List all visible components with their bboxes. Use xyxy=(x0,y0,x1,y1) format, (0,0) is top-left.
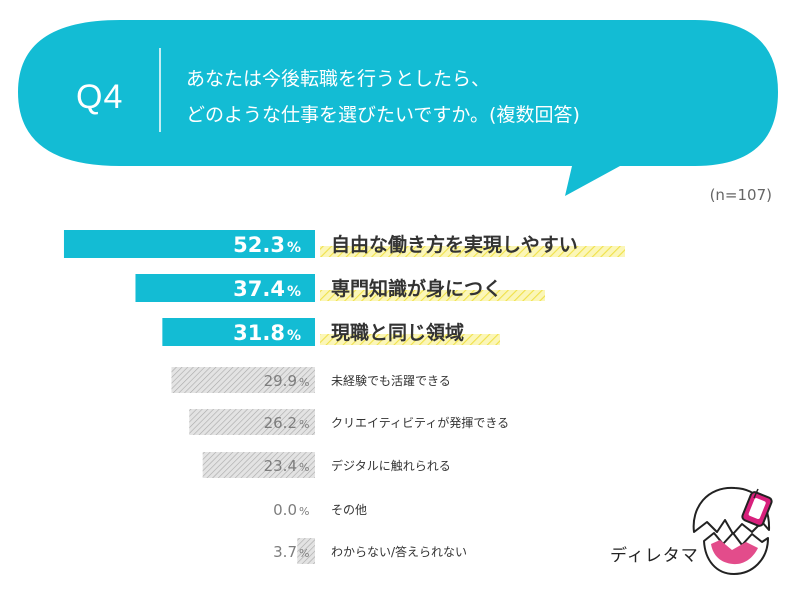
value-label-8: 3.7 xyxy=(273,543,297,561)
category-label-7: その他 xyxy=(331,503,367,517)
category-label-6: デジタルに触れられる xyxy=(331,458,451,473)
label-highlight-3 xyxy=(320,334,500,345)
category-label-8: わからない/答えられない xyxy=(331,544,467,559)
value-label-1: 52.3 xyxy=(233,233,285,257)
question-text-line1: あなたは今後転職を行うとしたら、 xyxy=(186,68,491,90)
sample-size: (n=107) xyxy=(709,186,772,204)
question-text-line2: どのような仕事を選びたいですか。(複数回答) xyxy=(186,104,580,126)
bar-8 xyxy=(297,538,315,564)
bar-3 xyxy=(162,318,315,346)
percent-sign-1: % xyxy=(287,240,301,256)
question-number: Q4 xyxy=(76,78,124,116)
bar-2 xyxy=(135,274,315,302)
egg-mascot-icon xyxy=(692,486,773,575)
bar-1 xyxy=(63,230,316,258)
value-label-6: 23.4 xyxy=(264,457,297,475)
category-label-3: 現職と同じ領域 xyxy=(331,321,464,344)
value-label-7: 0.0 xyxy=(273,501,297,519)
category-label-5: クリエイティビティが発揮できる xyxy=(331,415,509,430)
category-label-1: 自由な働き方を実現しやすい xyxy=(331,233,578,256)
value-label-2: 37.4 xyxy=(233,277,285,301)
bar-4 xyxy=(171,367,315,393)
percent-sign-3: % xyxy=(287,328,301,344)
bar-6 xyxy=(202,452,315,478)
label-highlight-1 xyxy=(320,246,625,257)
value-label-3: 31.8 xyxy=(233,321,285,345)
percent-sign-8: % xyxy=(299,547,309,560)
category-label-2: 専門知識が身につく xyxy=(331,277,502,300)
value-label-5: 26.2 xyxy=(264,414,297,432)
category-label-4: 未経験でも活躍できる xyxy=(331,373,451,388)
percent-sign-4: % xyxy=(299,376,309,389)
label-highlight-2 xyxy=(320,290,545,301)
percent-sign-7: % xyxy=(299,505,309,518)
value-label-4: 29.9 xyxy=(264,372,297,390)
percent-sign-6: % xyxy=(299,461,309,474)
percent-sign-5: % xyxy=(299,418,309,431)
speech-bubble-shape xyxy=(18,20,778,196)
bar-5 xyxy=(189,409,315,435)
brand-logo-text: ディレタマ xyxy=(610,546,699,566)
percent-sign-2: % xyxy=(287,284,301,300)
